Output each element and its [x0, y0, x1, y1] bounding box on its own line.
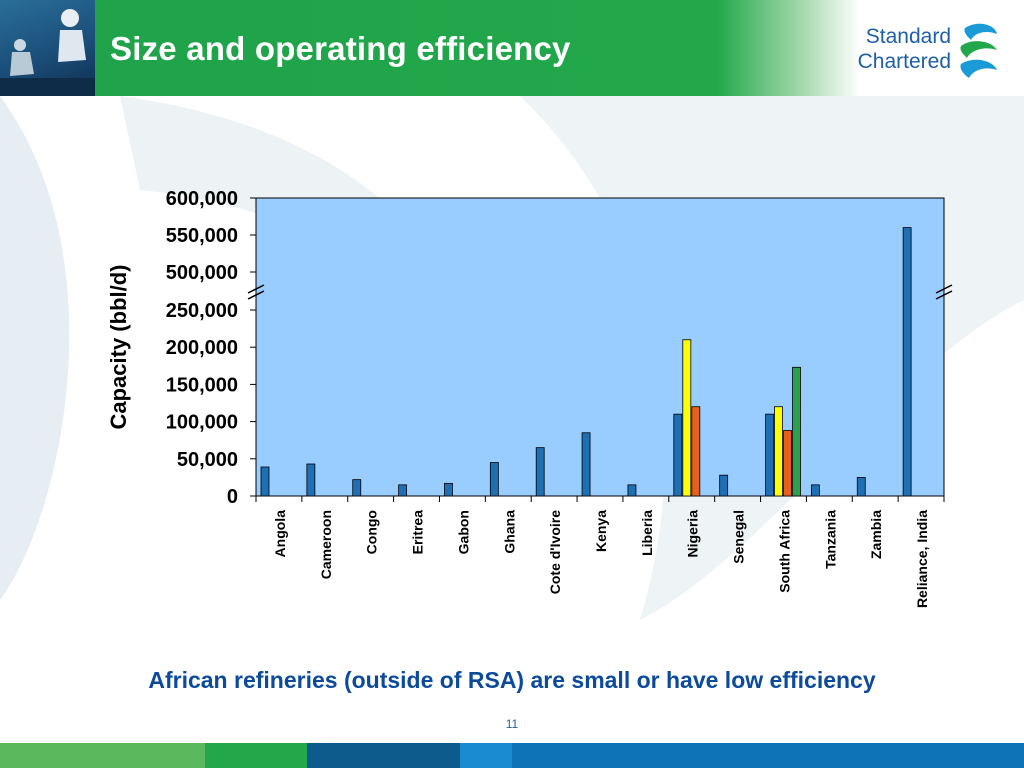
page-number: 11 — [505, 717, 519, 731]
plot-area — [255, 197, 945, 497]
x-tick-label: Cote d'Ivoire — [547, 510, 563, 594]
axis-break-mark-left — [247, 284, 265, 294]
bar-cameroon — [306, 463, 316, 497]
footer-bar-1 — [0, 743, 205, 768]
y-tick-label: 600,000 — [166, 188, 238, 210]
x-tick-label: Liberia — [639, 510, 655, 556]
bar-cote-d-ivoire — [535, 447, 545, 497]
y-tick-label: 550,000 — [166, 225, 238, 247]
bar-senegal — [719, 474, 729, 497]
x-tick-label: Reliance, India — [914, 510, 930, 608]
bar-ghana — [489, 462, 499, 497]
bar-zambia — [856, 476, 866, 497]
y-tick-label: 200,000 — [166, 337, 238, 359]
y-axis-title: Capacity (bbl/d) — [106, 264, 131, 429]
footer-bar-3 — [307, 743, 460, 768]
footer-bar-4 — [460, 743, 512, 768]
bar-eritrea — [398, 484, 408, 497]
y-tick-label: 100,000 — [166, 412, 238, 434]
standard-chartered-logo: Standard Chartered — [843, 20, 1003, 82]
bar-kenya — [581, 432, 591, 497]
x-tick-label: Angola — [272, 510, 288, 558]
footer-bar-2 — [205, 743, 307, 768]
bar-reliance-india — [902, 227, 912, 497]
y-tick-label: 0 — [227, 486, 238, 508]
y-tick-label: 250,000 — [166, 300, 238, 322]
bar-nigeria — [682, 339, 692, 497]
x-tick-label: South Africa — [776, 510, 792, 593]
logo-wordmark: Standard Chartered — [843, 24, 951, 74]
x-tick-label: Zambia — [868, 510, 884, 559]
bar-tanzania — [811, 484, 820, 497]
axis-break-mark-right — [935, 290, 953, 300]
y-tick-label: 150,000 — [166, 374, 238, 396]
x-tick-label: Nigeria — [685, 510, 701, 558]
bar-south-africa — [765, 413, 774, 497]
x-tick-label: Gabon — [455, 510, 471, 554]
logo-line-2: Chartered — [857, 50, 951, 73]
bar-south-africa — [783, 430, 792, 497]
header-photo — [0, 0, 95, 96]
footer-bar-5 — [512, 743, 1024, 768]
x-tick-label: Tanzania — [822, 510, 838, 569]
axis-break-mark-left — [247, 290, 265, 300]
y-tick-label: 500,000 — [166, 262, 238, 284]
x-tick-label: Congo — [364, 510, 380, 554]
slide-title: Size and operating efficiency — [110, 30, 571, 67]
bar-nigeria — [691, 406, 701, 497]
bar-liberia — [627, 484, 637, 497]
slide-subtitle: African refineries (outside of RSA) are … — [148, 667, 876, 693]
bar-south-africa — [774, 406, 783, 497]
x-tick-label: Ghana — [501, 510, 517, 554]
bar-angola — [260, 466, 270, 497]
bar-congo — [352, 479, 362, 497]
y-tick-label: 50,000 — [177, 449, 238, 471]
bar-nigeria — [673, 413, 683, 497]
x-tick-label: Kenya — [593, 510, 609, 552]
x-tick-label: Senegal — [731, 510, 747, 564]
logo-line-1: Standard — [865, 25, 951, 48]
logo-swirl-icon — [960, 23, 997, 78]
x-tick-label: Eritrea — [410, 510, 426, 555]
header-bar — [0, 0, 1024, 96]
bar-gabon — [444, 482, 453, 497]
bar-south-africa — [792, 366, 801, 497]
axis-break-mark-right — [935, 284, 953, 294]
x-tick-label: Cameroon — [318, 510, 334, 579]
